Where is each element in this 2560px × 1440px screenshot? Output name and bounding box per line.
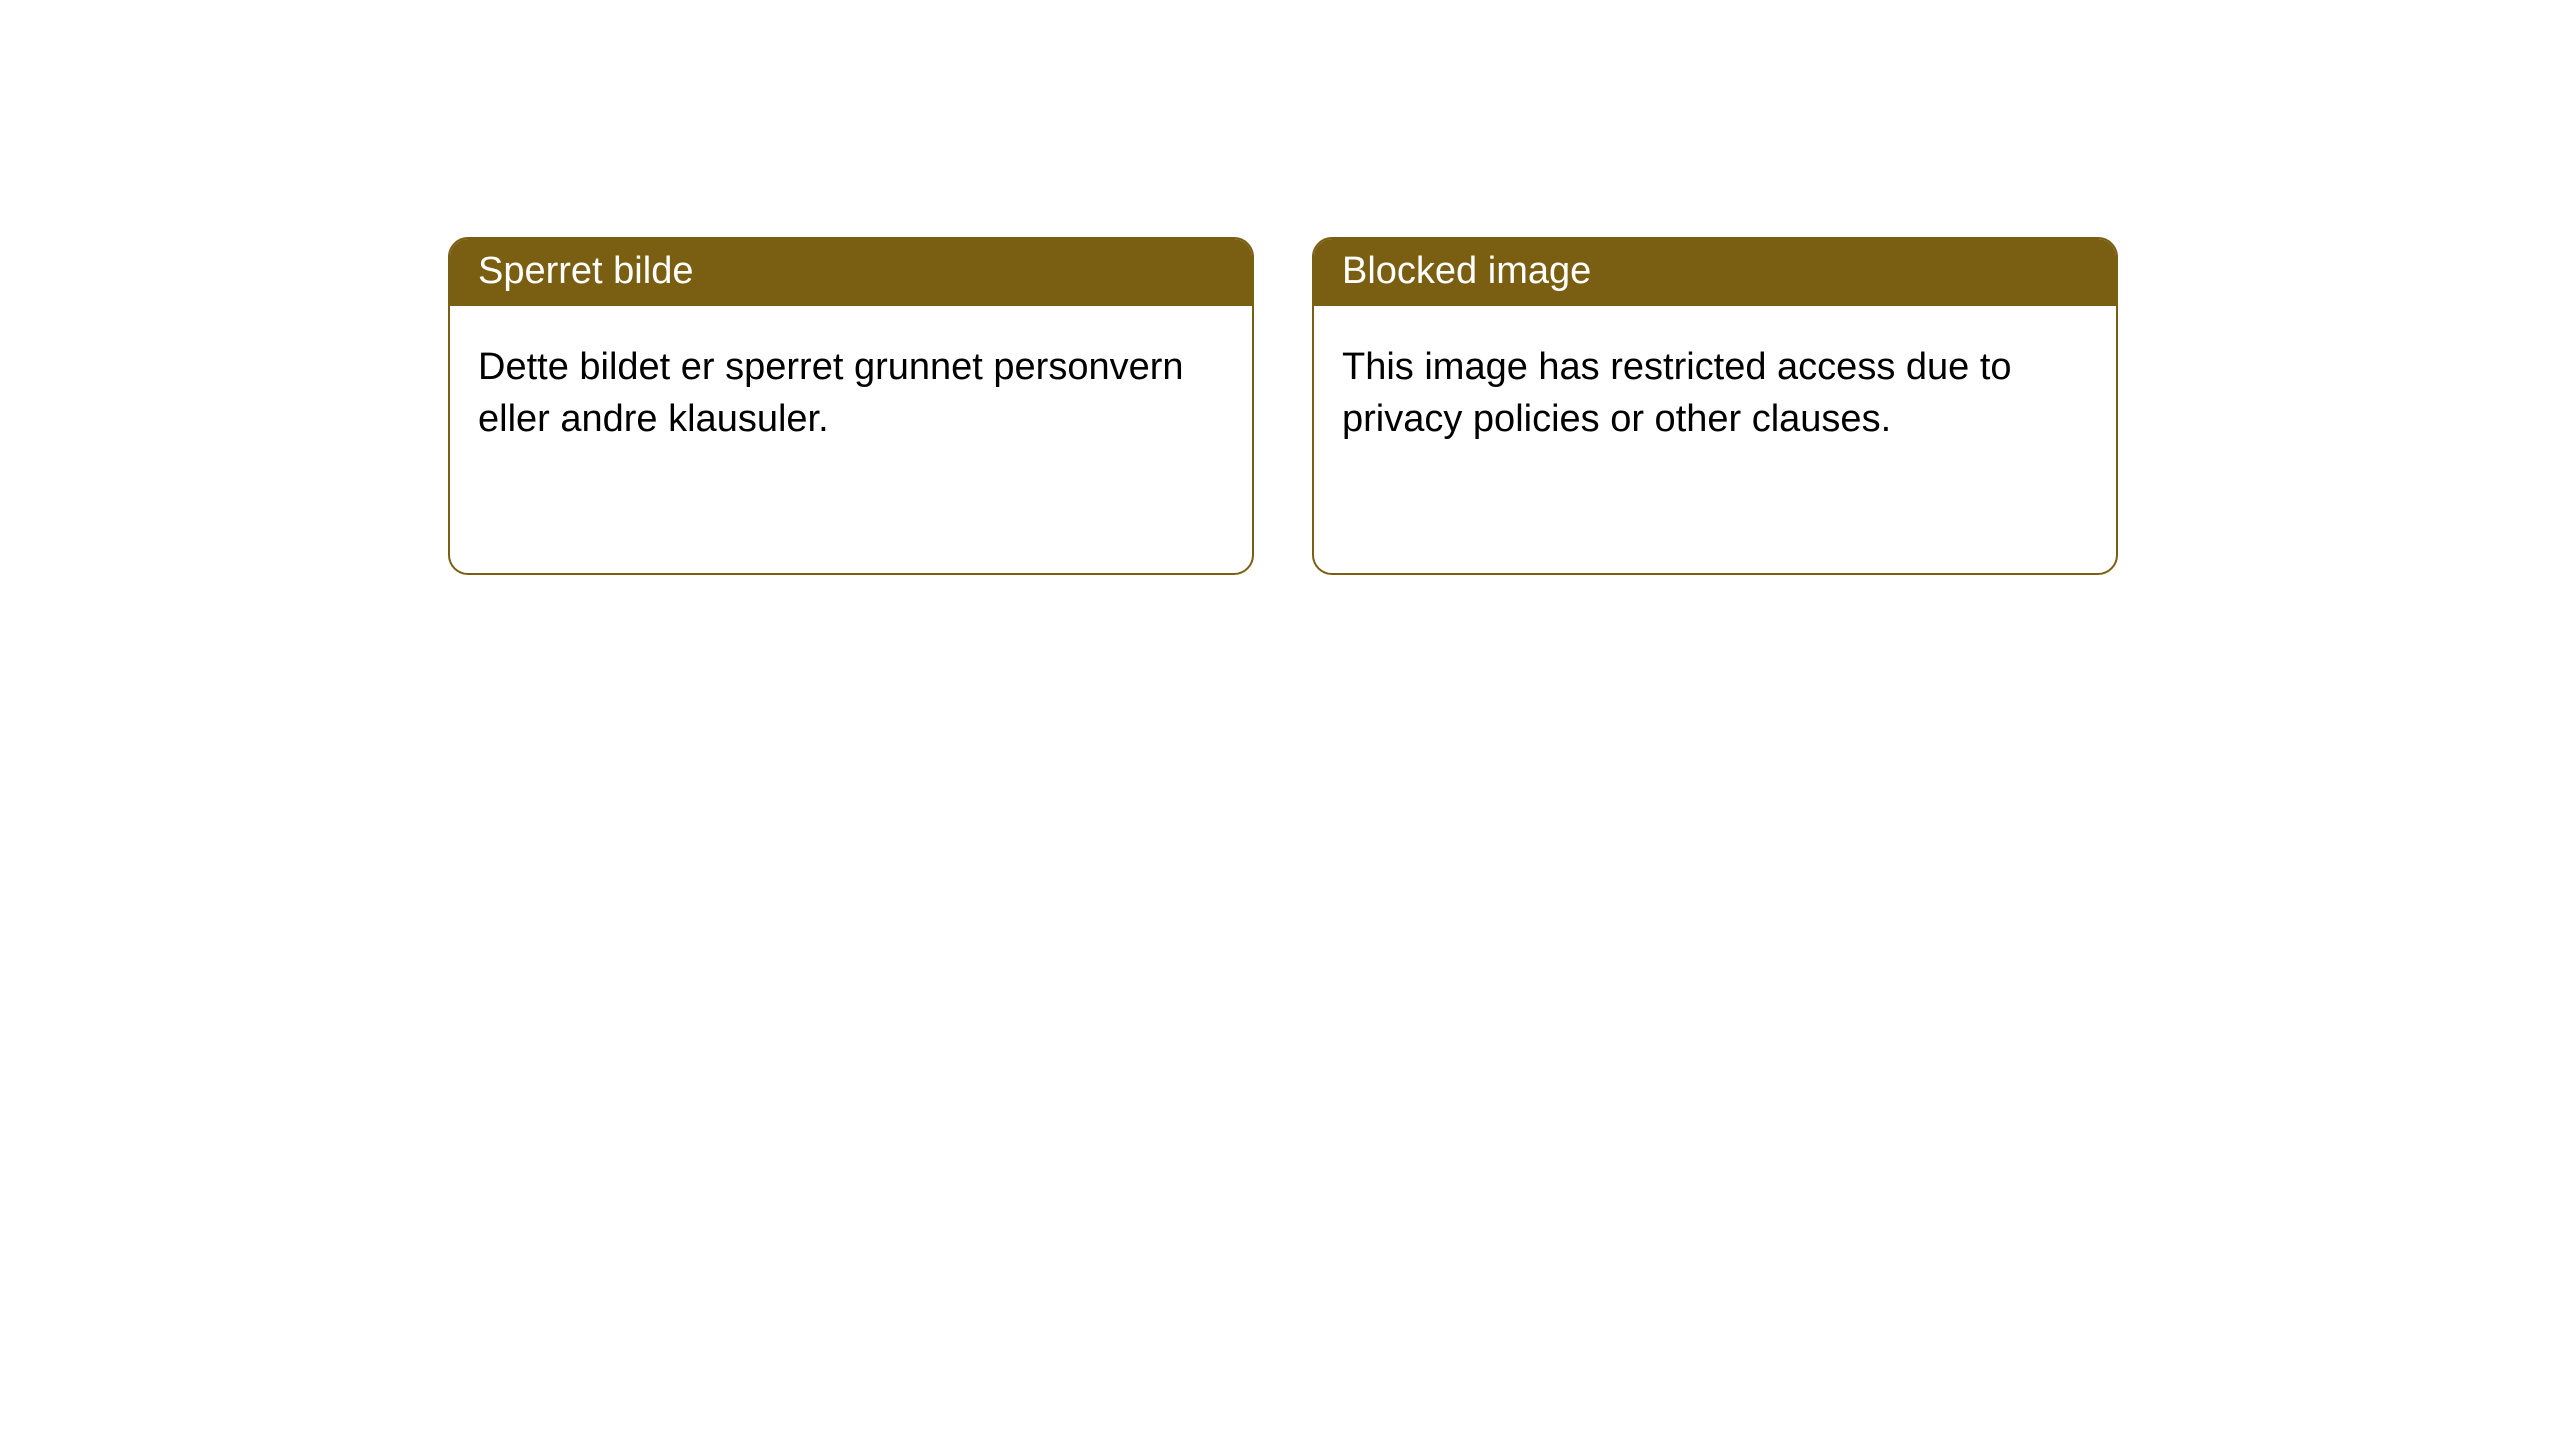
- card-title-en: Blocked image: [1342, 250, 1591, 292]
- card-body-no: Dette bildet er sperret grunnet personve…: [450, 306, 1252, 481]
- card-body-en: This image has restricted access due to …: [1314, 306, 2116, 481]
- blocked-image-card-en: Blocked image This image has restricted …: [1312, 237, 2118, 575]
- blocked-image-card-no: Sperret bilde Dette bildet er sperret gr…: [448, 237, 1254, 575]
- card-header-en: Blocked image: [1314, 239, 2116, 306]
- notice-container: Sperret bilde Dette bildet er sperret gr…: [448, 237, 2118, 575]
- card-message-no: Dette bildet er sperret grunnet personve…: [478, 346, 1184, 439]
- card-header-no: Sperret bilde: [450, 239, 1252, 306]
- card-title-no: Sperret bilde: [478, 250, 693, 292]
- card-message-en: This image has restricted access due to …: [1342, 346, 2012, 439]
